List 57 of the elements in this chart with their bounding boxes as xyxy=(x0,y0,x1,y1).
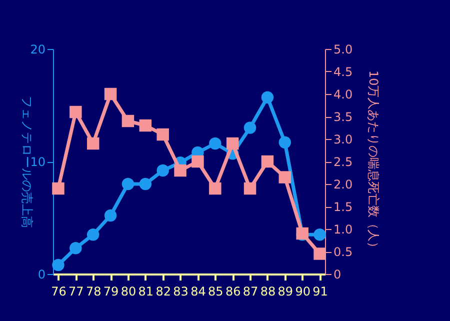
point xyxy=(70,106,82,118)
x-tick-label: 79 xyxy=(103,284,119,298)
y2-tick-label: 2.0 xyxy=(334,178,353,192)
x-tick-label: 83 xyxy=(173,284,188,298)
x-tick-label: 87 xyxy=(242,284,258,298)
x-tick-label: 86 xyxy=(225,284,241,298)
point xyxy=(261,155,274,168)
point xyxy=(192,155,204,168)
point xyxy=(156,164,169,177)
point xyxy=(244,182,256,195)
point xyxy=(86,137,100,150)
y2-tick-label: 2.5 xyxy=(334,155,353,169)
x-tick-label: 78 xyxy=(86,284,102,298)
point xyxy=(70,242,82,254)
y2-tick-label: 0 xyxy=(334,268,342,282)
y2-tick-label: 1.5 xyxy=(334,200,353,214)
point xyxy=(86,228,100,241)
y-tick-label: 20 xyxy=(30,42,46,56)
x-tick-label: 90 xyxy=(295,284,310,298)
point xyxy=(139,178,152,190)
point xyxy=(122,114,134,128)
y2-tick-label: 0.5 xyxy=(334,245,353,259)
y-tick-label: 0 xyxy=(38,268,46,282)
point xyxy=(226,137,239,150)
y2-tick-label: 1.0 xyxy=(334,222,353,236)
point xyxy=(156,128,169,141)
point xyxy=(278,136,292,148)
y2-tick-label: 3.5 xyxy=(334,110,353,124)
y2-tick-label: 5.0 xyxy=(334,42,353,56)
point xyxy=(139,119,152,132)
x-tick-label: 76 xyxy=(51,284,66,298)
x-tick-label: 91 xyxy=(312,284,328,298)
point xyxy=(174,164,186,177)
x-tick-label: 82 xyxy=(156,284,171,298)
point xyxy=(209,182,222,195)
x-tick-label: 77 xyxy=(68,284,84,298)
x-tick-label: 89 xyxy=(278,284,294,298)
y2-tick-label: 4.5 xyxy=(334,65,353,79)
x-tick-label: 88 xyxy=(260,284,276,298)
point xyxy=(244,122,256,134)
point xyxy=(314,228,326,241)
point xyxy=(52,258,64,272)
point xyxy=(261,91,274,104)
y2-tick-label: 4.0 xyxy=(334,88,353,102)
x-tick-label: 80 xyxy=(120,284,136,298)
x-tick-label: 85 xyxy=(208,284,224,298)
y2-tick-label: 3.0 xyxy=(334,132,353,146)
point xyxy=(314,248,326,260)
point xyxy=(104,209,117,222)
point xyxy=(278,171,292,184)
x-tick-label: 84 xyxy=(190,284,206,298)
point xyxy=(122,178,134,190)
point xyxy=(52,182,64,195)
x-tick-label: 81 xyxy=(138,284,154,298)
point xyxy=(104,88,117,100)
point xyxy=(209,137,222,150)
y2-axis-title: 10万人あたりの喘息死亡数（人） xyxy=(366,70,381,254)
